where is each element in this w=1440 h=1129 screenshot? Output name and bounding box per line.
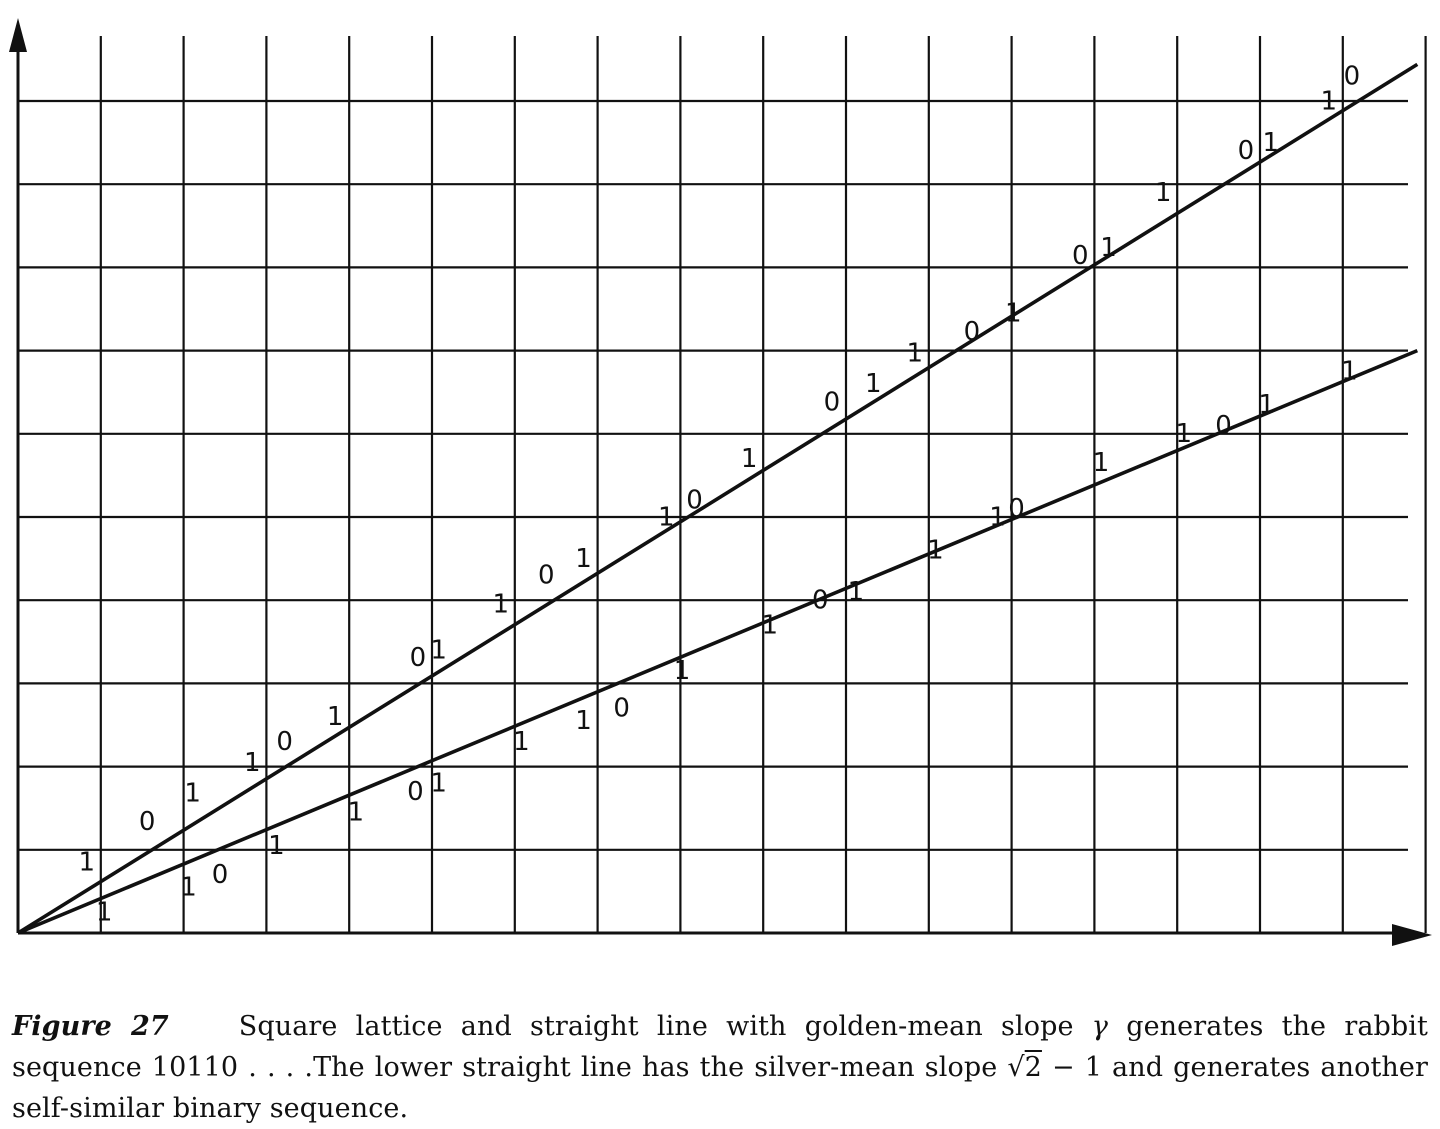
- sequence-digit: 0: [139, 807, 156, 837]
- gamma-symbol: γ: [1091, 1011, 1108, 1042]
- sequence-digit: 1: [575, 706, 592, 736]
- caption-text-3: − 1 and generates another self-similar b…: [12, 1052, 1428, 1124]
- sequence-digit: 1: [865, 369, 882, 399]
- sequence-digit: 1: [268, 831, 285, 861]
- caption-text-2: generates the rabbit sequence 10110 . . …: [12, 1011, 1428, 1083]
- sequence-digit: 1: [1176, 419, 1193, 449]
- sequence-digit: 0: [824, 388, 841, 418]
- sequence-digit: 1: [1320, 86, 1337, 116]
- sequence-digit: 1: [658, 502, 675, 532]
- sequence-digit: 0: [964, 317, 981, 347]
- sequence-digit: 1: [430, 635, 447, 665]
- sequence-digit: 1: [848, 577, 865, 607]
- sequence-digit: 1: [1100, 233, 1117, 263]
- sequence-digit: 1: [1005, 298, 1022, 328]
- sequence-digit: 1: [430, 769, 447, 799]
- sequence-digit: 1: [492, 590, 509, 620]
- sequence-digit: 0: [212, 860, 229, 890]
- sequence-digit: 0: [410, 643, 427, 673]
- sequence-digit: 0: [613, 694, 630, 724]
- sequence-digit: 1: [78, 848, 95, 878]
- sequence-digit: 1: [180, 873, 197, 903]
- sequence-digit: 1: [741, 444, 758, 474]
- sequence-digit: 1: [513, 727, 530, 757]
- sequence-digit: 1: [1258, 390, 1275, 420]
- sequence-digit: 1: [575, 544, 592, 574]
- sequence-digit: 0: [1215, 411, 1232, 441]
- sequence-digit: 1: [1093, 448, 1110, 478]
- figure-caption: Figure 27 Square lattice and straight lin…: [12, 1006, 1428, 1129]
- sequence-digit: 0: [276, 727, 293, 757]
- sequence-digit: 0: [812, 586, 829, 616]
- sequence-digit: 1: [96, 898, 113, 928]
- sequence-digit: 0: [686, 486, 703, 516]
- sequence-digit: 1: [1155, 178, 1172, 208]
- square-lattice: [18, 36, 1427, 933]
- sequence-digit: 0: [1238, 136, 1255, 166]
- sequence-digit: 1: [184, 779, 201, 809]
- figure-label: Figure 27: [12, 1011, 169, 1042]
- sequence-digit: 1: [762, 610, 779, 640]
- sequence-digit: 1: [906, 338, 923, 368]
- sequence-digit: 0: [1008, 494, 1025, 524]
- sequence-digit: 0: [538, 561, 555, 591]
- sequence-digit: 1: [327, 702, 344, 732]
- sequence-digit: 0: [1344, 61, 1361, 91]
- axes: [9, 18, 1432, 946]
- sequence-digit: 1: [348, 798, 365, 828]
- x-axis-arrowhead: [1392, 924, 1432, 946]
- sequence-digit: 1: [1262, 128, 1279, 158]
- caption-text-1: Square lattice and straight line with go…: [238, 1011, 1092, 1042]
- sequence-digit: 1: [989, 502, 1006, 532]
- sqrt-sign: √: [1007, 1052, 1025, 1083]
- sequence-digit: 1: [1341, 357, 1358, 387]
- sequence-digit: 1: [244, 748, 261, 778]
- golden-mean-line: [17, 62, 1419, 935]
- sqrt-radicand: 2: [1024, 1052, 1042, 1083]
- y-axis-arrowhead: [9, 18, 27, 52]
- sequence-digit: 0: [407, 777, 424, 807]
- sequence-digit: 0: [1072, 241, 1089, 271]
- silver-mean-line: [17, 348, 1419, 935]
- straight-lines: [17, 62, 1419, 935]
- sequence-digit: 1: [927, 536, 944, 566]
- sequence-digit: 1: [674, 656, 691, 686]
